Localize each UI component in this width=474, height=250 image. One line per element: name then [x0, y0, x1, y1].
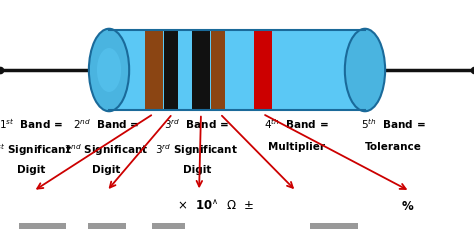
Text: Digit: Digit: [92, 165, 121, 175]
Text: $1^{st}$  Band =: $1^{st}$ Band =: [0, 118, 63, 131]
Bar: [192, 30, 210, 110]
Text: %: %: [402, 200, 413, 213]
Bar: [225, 30, 238, 110]
Bar: [152, 223, 185, 229]
Text: $5^{th}$  Band =: $5^{th}$ Band =: [361, 118, 426, 131]
Text: $1^{st}$ Significant: $1^{st}$ Significant: [0, 142, 72, 158]
Bar: [310, 223, 358, 229]
Text: Digit: Digit: [17, 165, 45, 175]
Bar: [145, 30, 163, 110]
Bar: [178, 30, 191, 110]
Text: $2^{nd}$  Band =: $2^{nd}$ Band =: [73, 118, 140, 131]
Bar: [109, 30, 365, 110]
Text: $3^{rd}$  Band =: $3^{rd}$ Band =: [164, 118, 229, 131]
Text: $4^{th}$  Band =: $4^{th}$ Band =: [264, 118, 328, 131]
Text: Multiplier: Multiplier: [268, 142, 325, 152]
Ellipse shape: [89, 29, 129, 111]
Text: Digit: Digit: [182, 165, 211, 175]
Bar: [19, 223, 66, 229]
Bar: [254, 30, 272, 110]
Text: $\times$  10$^{\wedge}$  $\Omega$  $\pm$: $\times$ 10$^{\wedge}$ $\Omega$ $\pm$: [177, 199, 254, 213]
Bar: [164, 30, 182, 110]
Text: $3^{rd}$ Significant: $3^{rd}$ Significant: [155, 142, 238, 158]
Bar: [211, 30, 229, 110]
Ellipse shape: [97, 48, 121, 92]
Bar: [88, 223, 126, 229]
Ellipse shape: [345, 29, 385, 111]
Text: $2^{nd}$ Significant: $2^{nd}$ Significant: [64, 142, 149, 158]
Text: Tolerance: Tolerance: [365, 142, 422, 152]
